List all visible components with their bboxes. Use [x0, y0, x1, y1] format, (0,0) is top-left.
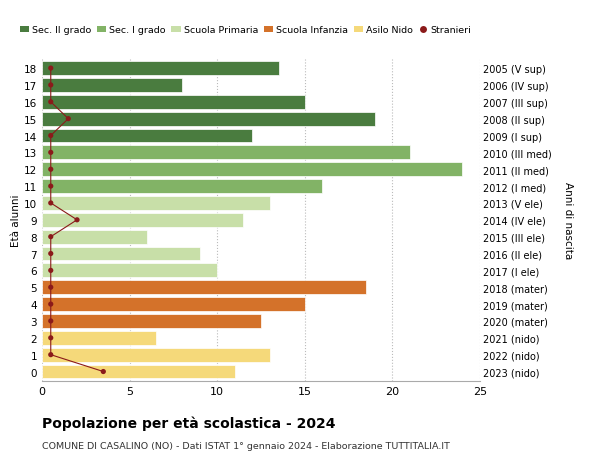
Point — [46, 301, 56, 308]
Text: COMUNE DI CASALINO (NO) - Dati ISTAT 1° gennaio 2024 - Elaborazione TUTTITALIA.I: COMUNE DI CASALINO (NO) - Dati ISTAT 1° … — [42, 441, 450, 450]
Point — [46, 234, 56, 241]
Point — [46, 250, 56, 257]
Text: Popolazione per età scolastica - 2024: Popolazione per età scolastica - 2024 — [42, 415, 335, 430]
Point — [46, 133, 56, 140]
Bar — [42, 62, 278, 76]
Bar — [42, 264, 217, 278]
Point — [46, 82, 56, 90]
Bar — [42, 365, 235, 379]
Bar — [42, 112, 375, 126]
Bar — [42, 213, 244, 227]
Bar — [42, 348, 270, 362]
Y-axis label: Anni di nascita: Anni di nascita — [563, 182, 572, 259]
Legend: Sec. II grado, Sec. I grado, Scuola Primaria, Scuola Infanzia, Asilo Nido, Stran: Sec. II grado, Sec. I grado, Scuola Prim… — [16, 22, 475, 39]
Bar — [42, 281, 366, 295]
Point — [46, 65, 56, 73]
Bar — [42, 297, 305, 311]
Y-axis label: Età alunni: Età alunni — [11, 194, 21, 246]
Bar — [42, 247, 200, 261]
Bar — [42, 163, 463, 177]
Bar — [42, 95, 305, 109]
Bar — [42, 129, 252, 143]
Point — [46, 166, 56, 174]
Point — [72, 217, 82, 224]
Bar — [42, 146, 410, 160]
Point — [46, 351, 56, 358]
Point — [46, 99, 56, 106]
Point — [46, 200, 56, 207]
Bar — [42, 180, 322, 194]
Point — [46, 318, 56, 325]
Bar — [42, 331, 156, 345]
Point — [46, 284, 56, 291]
Point — [98, 368, 108, 375]
Point — [46, 267, 56, 274]
Point — [46, 335, 56, 342]
Point — [46, 149, 56, 157]
Bar — [42, 196, 270, 210]
Point — [46, 183, 56, 190]
Bar — [42, 314, 261, 328]
Bar — [42, 230, 147, 244]
Bar — [42, 79, 182, 93]
Point — [64, 116, 73, 123]
